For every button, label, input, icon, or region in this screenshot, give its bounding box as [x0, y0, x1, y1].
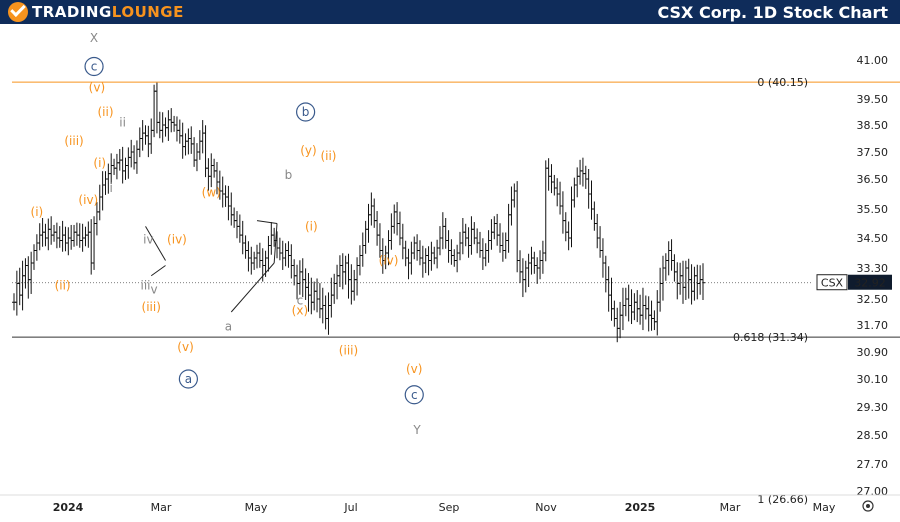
wave-label-7: i [110, 181, 113, 195]
chart-title: CSX Corp. 1D Stock Chart [657, 3, 888, 22]
wave-label-12: (iv) [167, 232, 187, 246]
wave-label-30: c [411, 388, 418, 402]
price-tick-2: 28.50 [857, 429, 889, 442]
price-axis: 27.00 27.70 28.50 29.30 30.10 30.90 31.70 32.50… [816, 54, 892, 498]
price-tick-11: 36.50 [857, 173, 889, 186]
logo-text-part-2: LOUNGE [111, 3, 184, 21]
logo-text-part-1: TRADING [32, 3, 112, 21]
wave-label-0: X [90, 31, 98, 45]
wave-label-11: iv [143, 232, 153, 246]
price-tick-5: 30.90 [857, 346, 889, 359]
candlesticks [12, 82, 705, 343]
gear-hub [866, 504, 870, 508]
wave-label-27: (iii) [339, 343, 358, 357]
price-tick-1: 27.70 [857, 458, 889, 471]
wave-label-16: (v) [177, 340, 193, 354]
wave-label-26: (x) [292, 303, 308, 317]
trend-lines [145, 220, 278, 313]
time-tick-0: 2024 [53, 501, 84, 514]
last-price-tag: 32.92 [854, 277, 886, 290]
price-tick-8: 33.30 [857, 262, 889, 275]
time-tick-7: Mar [720, 501, 741, 514]
fib-level-label-partial: 1 (26.66) [757, 493, 808, 506]
wave-circle-1 [84, 56, 104, 77]
time-tick-2: May [245, 501, 268, 514]
wave-circle-30 [404, 385, 424, 405]
wave-label-3: (ii) [97, 105, 113, 119]
price-tick-12: 37.50 [857, 146, 889, 159]
wave-label-23: (ii) [320, 149, 336, 163]
wave-label-17: a [185, 372, 192, 386]
price-tick-6: 31.70 [857, 319, 889, 332]
wave-label-9: (i) [31, 205, 44, 219]
time-tick-8: May [813, 501, 836, 514]
gear-ring [862, 500, 874, 512]
triangle-line-upper [256, 220, 278, 224]
wave-label-6: (i) [93, 156, 106, 170]
settings-gear-icon[interactable] [862, 500, 874, 512]
wave-label-24: (i) [305, 219, 318, 233]
price-chart[interactable]: 0 (40.15) 0.618 (31.34) 1 (26.66) Xc (v) (ii… [0, 24, 900, 522]
wave-label-31: Y [412, 423, 421, 437]
time-tick-6: 2025 [625, 501, 656, 514]
wave-label-18: (w) [202, 186, 221, 200]
price-tick-10: 35.50 [857, 203, 889, 216]
wave-label-1: c [91, 60, 98, 74]
wave-label-20: b [285, 168, 293, 182]
header-bar: TRADINGLOUNGE CSX Corp. 1D Stock Chart [0, 0, 900, 24]
time-tick-5: Nov [535, 501, 557, 514]
wedge-line-lower [150, 265, 166, 277]
wave-label-5: (iii) [64, 134, 83, 148]
time-tick-3: Jul [343, 501, 357, 514]
symbol-tag-box [816, 274, 848, 291]
wave-label-8: (iv) [78, 193, 98, 207]
time-tick-1: Mar [151, 501, 172, 514]
wave-circle-21 [296, 102, 316, 122]
price-tick-15: 41.00 [857, 54, 889, 67]
wave-label-21: b [302, 105, 310, 119]
wave-label-28: (iv) [379, 254, 399, 268]
triangle-line-edge [273, 223, 278, 264]
wave-labels: Xc (v) (ii) ii (iii) (i) i (iv) (i) (ii) iv (iv) iii… [31, 31, 424, 437]
fib-level-label-1: 0.618 (31.34) [733, 331, 808, 344]
wave-label-10: (ii) [55, 278, 71, 292]
wave-label-4: ii [119, 115, 126, 129]
time-tick-4: Sep [439, 501, 460, 514]
price-tick-4: 30.10 [857, 373, 889, 386]
wedge-line-upper [145, 226, 166, 261]
price-tick-13: 38.50 [857, 119, 889, 132]
last-price-tag-box [848, 274, 892, 290]
fib-levels: 0 (40.15) 0.618 (31.34) 1 (26.66) [12, 76, 900, 506]
price-tick-3: 29.30 [857, 401, 889, 414]
time-axis: 2024 Mar May Jul Sep Nov 2025 Mar May [0, 494, 900, 514]
wave-label-13: iii [141, 278, 151, 292]
wave-label-2: (v) [89, 80, 105, 94]
wave-label-29: (v) [406, 362, 422, 376]
wave-circle-17 [178, 369, 198, 389]
price-tick-7: 32.50 [857, 293, 889, 306]
logo-mark-icon [8, 2, 28, 22]
wave-label-25: c [297, 294, 304, 308]
price-tick-0: 27.00 [857, 485, 889, 498]
wave-label-19: a [225, 320, 232, 334]
wave-label-15: (iii) [142, 300, 161, 314]
price-tick-14: 39.50 [857, 93, 889, 106]
price-tick-9: 34.50 [857, 232, 889, 245]
symbol-tag: CSX [821, 277, 844, 290]
triangle-line-lower [230, 262, 275, 313]
brand-logo[interactable]: TRADINGLOUNGE [8, 1, 184, 23]
logo-text: TRADINGLOUNGE [32, 3, 184, 21]
wave-label-14: v [151, 282, 158, 296]
fib-level-label-0: 0 (40.15) [757, 76, 808, 89]
wave-label-22: (y) [300, 144, 316, 158]
